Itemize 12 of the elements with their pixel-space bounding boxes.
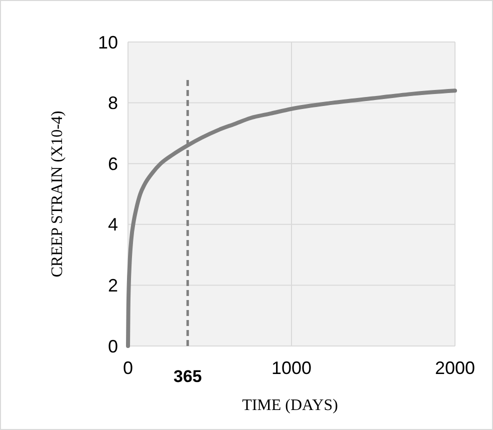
y-tick-label: 2: [108, 276, 118, 296]
y-tick-label: 4: [108, 214, 118, 235]
x-tick-label: 0: [122, 358, 134, 378]
y-axis-title: CREEP STRAIN (X10-4): [49, 110, 66, 278]
x-axis-title: TIME (DAYS): [242, 397, 338, 414]
x-tick-label: 2000: [434, 358, 476, 378]
x-tick-label: 1000: [271, 358, 312, 378]
y-tick-label: 10: [98, 32, 118, 52]
ref-line-label: 365: [173, 367, 202, 386]
y-tick-label: 6: [108, 154, 118, 174]
y-tick-label: 8: [108, 93, 118, 114]
y-tick-label: 0: [108, 336, 118, 356]
